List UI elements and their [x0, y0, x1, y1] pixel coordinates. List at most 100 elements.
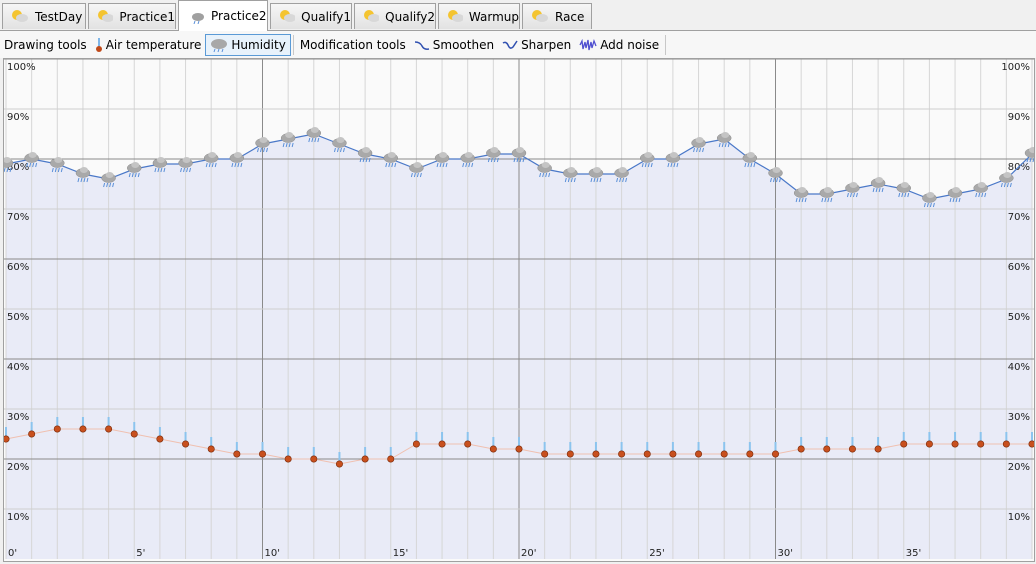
rain	[516, 157, 519, 163]
humidity-marker	[101, 172, 116, 188]
add-noise-tool[interactable]: Add noise	[575, 34, 663, 56]
rain	[211, 162, 214, 168]
rain	[949, 197, 952, 203]
cloud-top	[233, 152, 242, 158]
rain	[362, 157, 365, 163]
rain	[513, 157, 516, 163]
tab[interactable]: TestDay	[2, 3, 86, 29]
sharpen-tool[interactable]: Sharpen	[498, 34, 575, 56]
smoothen-tool[interactable]: Smoothen	[410, 34, 498, 56]
rain	[1032, 157, 1034, 163]
tab[interactable]: Practice1	[88, 3, 176, 29]
rain	[4, 167, 6, 173]
rain	[333, 147, 336, 153]
cloud-top	[772, 167, 781, 173]
temperature-marker	[592, 442, 600, 458]
thermo-bulb	[695, 450, 703, 458]
cloud-top	[644, 152, 653, 158]
temperature-marker	[720, 442, 728, 458]
thermo-bulb	[797, 445, 805, 453]
rain	[77, 177, 80, 183]
humidity-marker	[434, 152, 450, 168]
rain	[641, 162, 644, 168]
rain	[436, 162, 439, 168]
rain	[955, 197, 958, 203]
cloud-top	[1003, 172, 1012, 178]
x-tick-label: 35'	[906, 548, 921, 559]
y-tick-label-right: 40%	[1008, 362, 1030, 373]
cloud-top	[695, 137, 704, 143]
x-tick-label: 30'	[778, 548, 793, 559]
thermo-bulb	[900, 440, 908, 448]
rain	[35, 162, 38, 168]
rain	[773, 177, 775, 183]
thermo-bulb	[489, 445, 497, 453]
cloud-top	[285, 132, 294, 138]
rain	[573, 177, 576, 183]
rain	[647, 162, 650, 168]
rain	[180, 167, 183, 173]
rain	[801, 197, 804, 203]
tab[interactable]: Warmup	[438, 3, 520, 29]
rain	[465, 162, 468, 168]
rain	[288, 142, 291, 148]
y-tick-label-right: 100%	[1001, 62, 1030, 73]
tab[interactable]: Race	[522, 3, 592, 29]
tab[interactable]: Practice2	[178, 0, 268, 31]
rain	[410, 172, 413, 178]
thermo-bulb	[207, 445, 215, 453]
temperature-marker	[1028, 432, 1034, 448]
rain	[131, 172, 134, 178]
rain	[932, 202, 935, 208]
thermo-bulb	[28, 430, 36, 438]
humidity-marker	[127, 162, 142, 178]
rain	[496, 157, 499, 163]
weather-icon	[364, 9, 380, 22]
temperature-marker	[438, 432, 446, 448]
rain	[317, 137, 320, 143]
cloud-top	[413, 162, 422, 168]
humidity-marker	[691, 137, 706, 153]
rain	[413, 172, 416, 178]
x-tick-label: 15'	[393, 548, 408, 559]
cloud-top	[259, 137, 268, 143]
rain	[699, 147, 702, 153]
thermo-bulb	[541, 450, 549, 458]
temperature-marker	[361, 447, 369, 463]
rain	[744, 162, 747, 168]
rain	[391, 162, 394, 168]
weather-icon	[98, 9, 114, 22]
tab-label: Warmup	[468, 9, 519, 24]
cloud-top	[516, 147, 524, 153]
tab[interactable]: Qualify1	[270, 3, 352, 29]
rain	[471, 162, 474, 168]
humidity-marker	[460, 152, 475, 168]
rain	[727, 142, 730, 148]
temperature-marker	[1002, 432, 1010, 448]
temperature-marker	[284, 447, 292, 463]
cloud-top	[721, 132, 730, 138]
rain	[644, 162, 647, 168]
thermo-bulb	[53, 425, 61, 433]
drawing-label: Drawing tools	[0, 34, 91, 56]
rain	[442, 162, 445, 168]
temperature-marker	[412, 432, 420, 448]
temperature-marker	[207, 437, 215, 453]
tab[interactable]: Qualify2	[354, 3, 436, 29]
rain	[590, 177, 593, 183]
humidity-marker	[486, 147, 501, 163]
thermo-bulb	[335, 460, 343, 468]
rain	[898, 192, 901, 198]
rain	[747, 162, 750, 168]
humidity-marker	[229, 152, 245, 168]
thermo-bulb	[977, 440, 985, 448]
sharpen-icon	[502, 40, 518, 49]
separator	[665, 34, 667, 55]
humidity-tool[interactable]: Humidity	[205, 33, 291, 56]
tab-bar: TestDay Practice1 Practice2 Qualify1 Qualify…	[0, 0, 1036, 31]
rain	[388, 162, 391, 168]
air-temperature-tool[interactable]: Air temperature	[91, 34, 206, 56]
rain	[827, 197, 830, 203]
humidity-marker	[999, 172, 1014, 188]
thermo-bulb	[771, 450, 779, 458]
